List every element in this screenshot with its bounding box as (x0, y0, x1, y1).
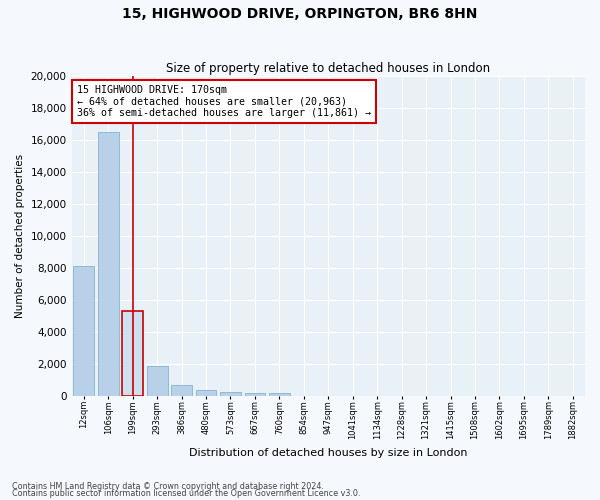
Bar (147, 366, 167, 396)
Text: Contains public sector information licensed under the Open Government Licence v3: Contains public sector information licen… (12, 489, 361, 498)
Y-axis label: Number of detached properties: Number of detached properties (15, 154, 25, 318)
Bar (98, 132, 119, 396)
Bar (196, 390, 217, 396)
Bar (171, 384, 192, 396)
Bar (220, 392, 241, 396)
Bar (269, 393, 290, 396)
Text: 15, HIGHWOOD DRIVE, ORPINGTON, BR6 8HN: 15, HIGHWOOD DRIVE, ORPINGTON, BR6 8HN (122, 8, 478, 22)
Bar (245, 392, 265, 396)
Text: 15 HIGHWOOD DRIVE: 170sqm
← 64% of detached houses are smaller (20,963)
36% of s: 15 HIGHWOOD DRIVE: 170sqm ← 64% of detac… (77, 86, 371, 118)
Title: Size of property relative to detached houses in London: Size of property relative to detached ho… (166, 62, 490, 74)
Text: Contains HM Land Registry data © Crown copyright and database right 2024.: Contains HM Land Registry data © Crown c… (12, 482, 324, 491)
X-axis label: Distribution of detached houses by size in London: Distribution of detached houses by size … (189, 448, 467, 458)
Bar (73, 266, 94, 396)
Bar (122, 311, 143, 396)
